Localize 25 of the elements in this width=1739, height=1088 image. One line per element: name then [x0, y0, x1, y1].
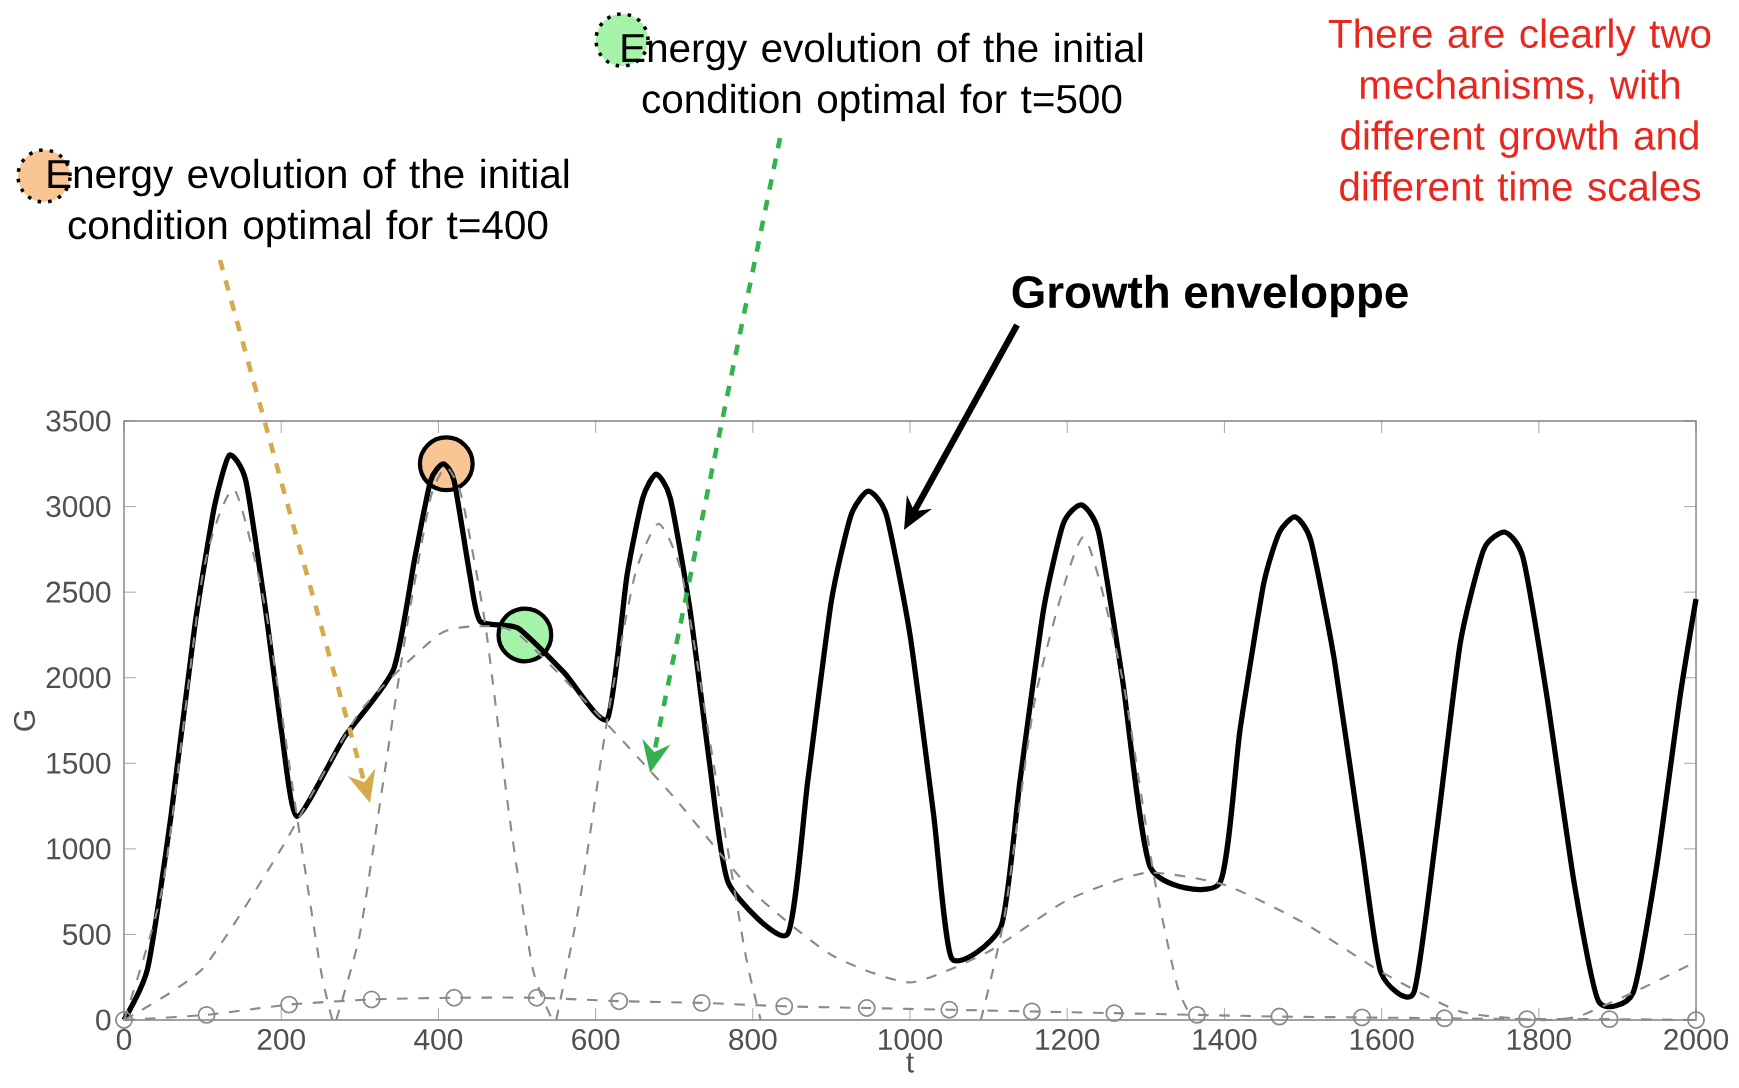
y-axis-title: G	[13, 711, 36, 731]
x-tick-label: 400	[414, 1028, 463, 1051]
y-tick-label: 3000	[46, 496, 111, 518]
text: There are clearly two mechanisms, with different growth and different time scales	[1328, 18, 1711, 201]
y-tick-label: 0	[96, 1009, 111, 1031]
x-tick-label: 0	[116, 1028, 132, 1051]
text: Energy evolution of the initial condition optimal for t=500	[622, 32, 1143, 122]
x-tick-label: 600	[572, 1028, 620, 1051]
text: Energy evolution of the initial condition optimal for t=400	[48, 158, 569, 248]
y-tick-label: 1500	[47, 752, 111, 774]
y-tick-label: 2500	[46, 581, 111, 603]
x-tick-label: 1200	[1036, 1028, 1100, 1051]
y-tick-label: 3500	[46, 410, 111, 432]
x-tick-label: 1600	[1350, 1028, 1414, 1051]
x-axis-title: t	[906, 1053, 914, 1073]
x-tick-label: 1000	[879, 1028, 943, 1051]
y-tick-label: 2000	[46, 667, 111, 689]
x-tick-label: 1400	[1193, 1028, 1257, 1051]
text: Growth enveloppe	[1012, 274, 1408, 318]
x-tick-label: 1800	[1507, 1028, 1571, 1051]
x-tick-label: 200	[257, 1028, 305, 1051]
x-tick-label: 800	[729, 1028, 777, 1051]
y-tick-label: 500	[62, 923, 111, 945]
y-tick-label: 1000	[47, 838, 111, 860]
x-tick-label: 2000	[1664, 1028, 1729, 1051]
